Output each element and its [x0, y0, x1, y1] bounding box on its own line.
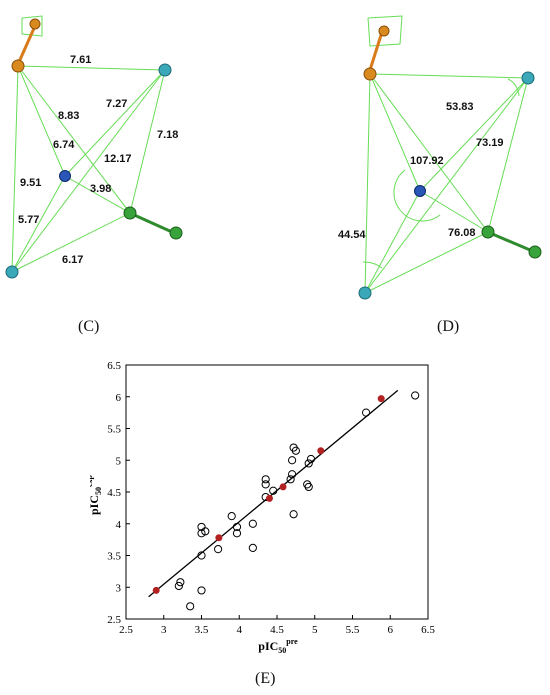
panel-e-label: (E) — [255, 670, 276, 687]
training-set-point — [261, 475, 270, 484]
test-set-point — [279, 483, 287, 491]
angle-label: 76.08 — [448, 227, 476, 239]
distance-label: 7.27 — [106, 98, 127, 110]
training-set-point — [248, 519, 257, 528]
training-set-point — [186, 602, 195, 611]
distance-label: 6.74 — [53, 139, 75, 151]
cyan-atom-right — [158, 63, 172, 77]
x-tick-label: 2.5 — [119, 624, 133, 636]
x-tick-label: 3 — [161, 624, 167, 636]
training-set-point — [197, 586, 206, 595]
green-atom-end — [169, 226, 183, 240]
training-set-point — [176, 578, 185, 587]
training-set-point — [214, 545, 223, 554]
training-set-point — [201, 527, 210, 536]
training-set-point — [197, 551, 206, 560]
training-set-point — [232, 529, 242, 538]
orange-atom — [363, 67, 377, 81]
distance-label: 9.51 — [20, 177, 41, 189]
regression-line — [148, 389, 399, 598]
y-tick-label: 6 — [116, 392, 122, 404]
distance-label: 8.83 — [58, 110, 79, 122]
distance-label: 3.98 — [90, 183, 111, 195]
distance-label: 6.17 — [62, 254, 83, 266]
distance-label: 7.61 — [70, 54, 91, 66]
x-tick-label: 4.5 — [270, 624, 284, 636]
training-set-point — [174, 581, 183, 591]
training-set-point — [289, 510, 298, 519]
angle-label: 53.83 — [446, 101, 474, 113]
test-set-point — [215, 534, 223, 542]
test-set-point — [317, 447, 325, 455]
angle-label: 107.92 — [410, 155, 444, 167]
training-set-point — [291, 446, 300, 455]
y-tick-label: 2.5 — [107, 614, 121, 626]
blue-atom — [414, 185, 426, 197]
test-set-point — [265, 494, 273, 502]
training-set-point — [232, 522, 242, 532]
y-tick-label: 4 — [116, 519, 122, 531]
y-tick-label: 6.5 — [107, 360, 121, 372]
training-set-point — [227, 512, 236, 521]
training-set-point — [197, 529, 206, 538]
training-set-point — [306, 454, 316, 464]
training-set-point — [411, 391, 420, 400]
training-set-point — [248, 543, 257, 552]
training-set-point — [269, 486, 278, 495]
training-set-point — [286, 475, 295, 484]
y-tick-label: 5 — [116, 455, 122, 467]
y-tick-label: 3 — [116, 582, 122, 594]
training-set-point — [261, 480, 270, 489]
orange-atom-top — [378, 25, 390, 37]
cyan-atom-right — [521, 71, 535, 85]
orange-atom-top — [29, 18, 41, 30]
x-tick-label: 5.5 — [346, 624, 360, 636]
training-set-point — [288, 456, 297, 465]
green-atom — [123, 206, 137, 220]
blue-atom — [59, 170, 71, 182]
pharmacophore-angle-diagram: 53.83 73.19 107.92 44.54 76.08 — [338, 15, 542, 300]
distance-label: 12.17 — [104, 153, 132, 165]
y-tick-label: 3.5 — [107, 551, 121, 563]
training-set-point — [304, 482, 313, 492]
y-tick-label: 5.5 — [107, 424, 121, 436]
training-set-point — [304, 459, 313, 468]
distance-label: 5.77 — [18, 214, 39, 226]
distance-label: 7.18 — [157, 129, 178, 141]
x-tick-label: 5 — [312, 624, 318, 636]
orange-atom — [11, 59, 25, 73]
test-set-point — [377, 395, 385, 403]
panel-c-label: (C) — [78, 318, 100, 335]
cyan-atom-left — [358, 286, 372, 300]
angle-label: 44.54 — [338, 229, 366, 241]
x-tick-label: 6.5 — [421, 624, 435, 636]
scatter-chart: 2.5 3 3.5 4 4.5 5 5.5 6 6.5 2.5 3 3.5 4 4.5 5 5.5 6 6.5 p… — [90, 360, 435, 655]
x-axis-label: pIC50pre — [258, 637, 298, 655]
angle-label: 73.19 — [476, 137, 504, 149]
green-atom — [481, 225, 495, 239]
training-set-point — [361, 408, 371, 417]
panel-d-label: (D) — [437, 318, 460, 335]
training-set-point — [288, 470, 297, 479]
pharmacophore-distance-diagram: 7.61 8.83 7.27 6.74 7.18 12.17 9.51 3.98… — [5, 15, 183, 279]
green-atom-end — [528, 245, 542, 259]
x-tick-label: 6 — [388, 624, 394, 636]
x-tick-label: 4 — [237, 624, 243, 636]
test-set-point — [152, 586, 160, 594]
y-axis-label: pIC50exp — [90, 474, 103, 515]
cyan-atom-left — [5, 265, 19, 279]
y-tick-label: 4.5 — [107, 487, 121, 499]
x-tick-label: 3.5 — [195, 624, 209, 636]
